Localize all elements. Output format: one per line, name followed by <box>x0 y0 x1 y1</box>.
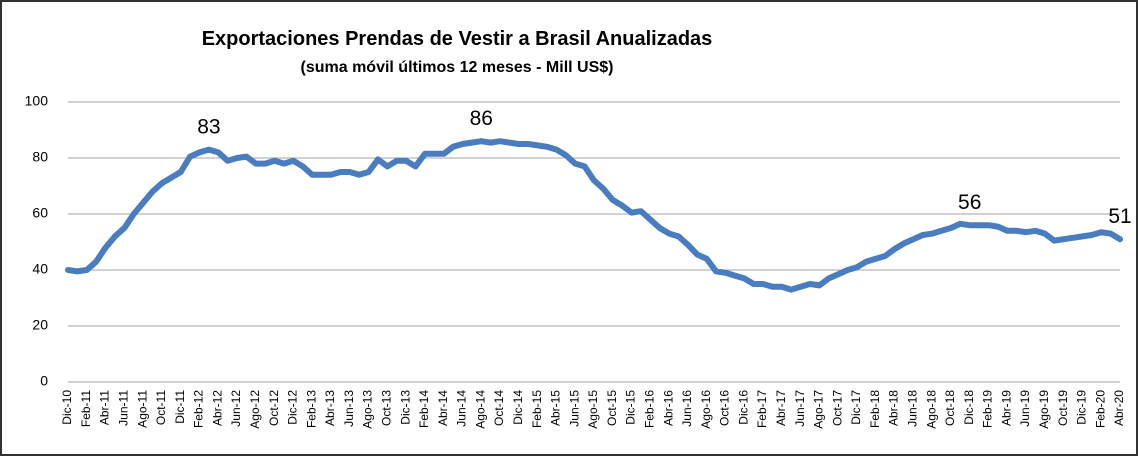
x-tick-label: Feb-17 <box>755 390 769 428</box>
x-tick-label: Jun-16 <box>680 390 694 427</box>
x-tick-label: Jun-15 <box>567 390 581 427</box>
x-tick-label: Feb-18 <box>868 390 882 428</box>
data-line <box>65 138 1123 293</box>
x-tick-label: Abr-14 <box>436 390 450 426</box>
y-tick-label: 100 <box>25 93 49 109</box>
x-tick-label: Dic-11 <box>173 390 187 424</box>
x-tick-label: Oct-14 <box>492 390 506 426</box>
x-tick-label: Oct-11 <box>154 390 168 425</box>
x-tick-label: Dic-19 <box>1075 390 1089 425</box>
x-tick-label: Dic-13 <box>398 390 412 425</box>
x-tick-label: Abr-18 <box>887 390 901 426</box>
x-tick-label: Ago-17 <box>812 390 826 429</box>
x-tick-label: Dic-16 <box>736 390 750 425</box>
x-tick-label: Oct-19 <box>1056 390 1070 426</box>
x-tick-label: Jun-11 <box>117 390 131 426</box>
chart-title: Exportaciones Prendas de Vestir a Brasil… <box>202 28 713 50</box>
x-tick-label: Dic-10 <box>60 390 74 425</box>
data-label: 51 <box>1108 205 1131 228</box>
x-tick-label: Oct-17 <box>830 390 844 426</box>
x-tick-label: Jun-19 <box>1018 390 1032 427</box>
x-tick-label: Feb-20 <box>1093 390 1107 428</box>
chart-subtitle: (suma móvil últimos 12 meses - Mill US$) <box>301 59 614 76</box>
x-tick-label: Abr-13 <box>323 390 337 426</box>
x-tick-label: Abr-16 <box>661 390 675 426</box>
x-tick-label: Dic-18 <box>962 390 976 425</box>
data-label: 86 <box>470 107 493 130</box>
data-label: 56 <box>958 191 981 214</box>
x-tick-label: Abr-15 <box>549 390 563 426</box>
x-tick-label: Oct-18 <box>943 390 957 426</box>
x-tick-label: Abr-20 <box>1112 390 1126 426</box>
x-tick-label: Jun-12 <box>229 390 243 427</box>
x-tick-label: Ago-18 <box>924 390 938 429</box>
x-tick-label: Abr-19 <box>999 390 1013 426</box>
data-label: 83 <box>197 116 220 139</box>
x-tick-label: Jun-14 <box>455 390 469 427</box>
x-tick-label: Feb-16 <box>643 390 657 428</box>
x-tick-label: Jun-17 <box>793 390 807 427</box>
x-tick-label: Feb-14 <box>417 390 431 428</box>
x-tick-label: Oct-16 <box>718 390 732 426</box>
x-tick-label: Ago-12 <box>248 390 262 429</box>
x-tick-label: Abr-12 <box>210 390 224 426</box>
y-tick-label: 60 <box>32 205 48 221</box>
x-tick-label: Feb-19 <box>981 390 995 428</box>
y-tick-label: 0 <box>40 373 48 389</box>
x-tick-label: Feb-13 <box>304 390 318 428</box>
x-tick-label: Ago-11 <box>135 390 149 428</box>
x-tick-label: Dic-14 <box>511 390 525 425</box>
y-tick-label: 20 <box>32 317 48 333</box>
x-tick-label: Feb-12 <box>192 390 206 428</box>
x-tick-label: Abr-17 <box>774 390 788 426</box>
y-tick-label: 80 <box>32 149 48 165</box>
x-tick-label: Oct-12 <box>267 390 281 426</box>
x-tick-label: Oct-13 <box>380 390 394 426</box>
x-tick-label: Ago-19 <box>1037 390 1051 429</box>
x-tick-label: Jun-18 <box>906 390 920 427</box>
x-tick-label: Jun-13 <box>342 390 356 427</box>
x-tick-label: Ago-14 <box>473 390 487 429</box>
x-tick-label: Oct-15 <box>605 390 619 426</box>
x-tick-label: Abr-11 <box>98 390 112 425</box>
x-tick-label: Ago-15 <box>586 390 600 429</box>
x-tick-label: Feb-11 <box>79 390 93 427</box>
x-tick-label: Dic-17 <box>849 390 863 425</box>
x-tick-label: Ago-16 <box>699 390 713 429</box>
y-tick-label: 40 <box>32 261 48 277</box>
x-tick-label: Ago-13 <box>361 390 375 429</box>
x-tick-label: Dic-12 <box>286 390 300 425</box>
x-tick-label: Dic-15 <box>624 390 638 425</box>
x-tick-label: Feb-15 <box>530 390 544 428</box>
